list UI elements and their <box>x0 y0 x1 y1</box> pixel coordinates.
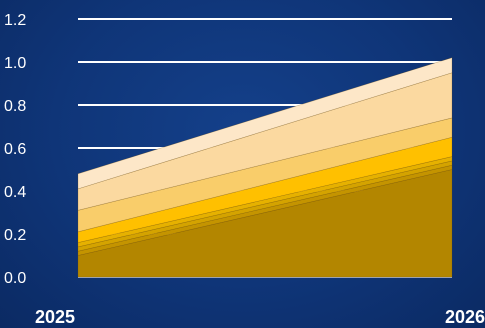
x-tick-label: 2026 <box>445 307 485 327</box>
y-tick-label: 0.6 <box>4 141 26 158</box>
y-tick-label: 0.8 <box>4 98 26 115</box>
x-tick-label: 2025 <box>35 307 75 327</box>
area-series-6 <box>77 72 453 211</box>
area-series-0 <box>77 169 453 278</box>
y-axis-ticks: 0.0 0.2 0.4 0.6 0.8 1.0 1.2 <box>4 12 26 287</box>
y-tick-label: 1.2 <box>4 12 26 29</box>
stacked-areas <box>77 57 453 278</box>
y-tick-label: 1.0 <box>4 55 26 72</box>
area-series-1 <box>77 164 453 256</box>
area-series-2 <box>77 160 453 252</box>
y-tick-label: 0.0 <box>4 270 26 287</box>
area-series-3 <box>77 156 453 248</box>
area-series-5 <box>77 117 453 233</box>
area-series-4 <box>77 136 453 243</box>
area-series-7 <box>77 57 453 190</box>
y-tick-label: 0.2 <box>4 227 26 244</box>
y-tick-label: 0.4 <box>4 184 26 201</box>
x-axis-ticks: 2025 2026 <box>35 307 485 327</box>
